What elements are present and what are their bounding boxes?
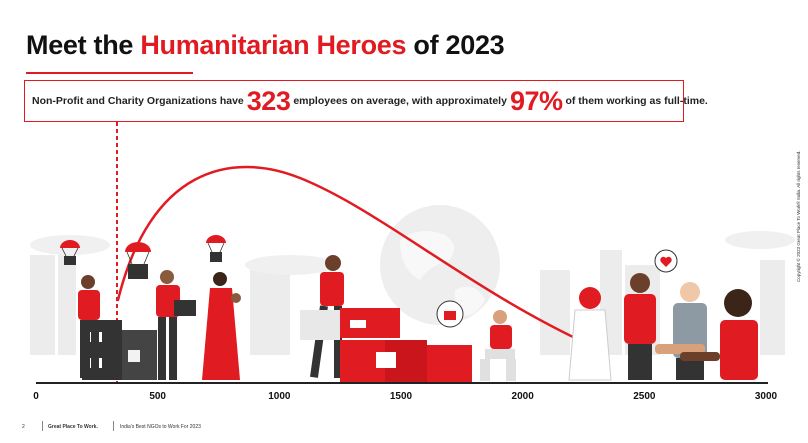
x-axis-tick-label: 1000	[268, 391, 291, 402]
parachute-crate-icon	[60, 240, 80, 265]
volunteer-figure	[673, 282, 707, 380]
volunteer-figure	[156, 270, 196, 380]
x-axis-tick-label: 2500	[633, 391, 656, 402]
aid-boxes	[300, 308, 472, 382]
distribution-curve	[116, 165, 592, 347]
title-underline	[26, 72, 193, 74]
stat-callout: Non-Profit and Charity Organizations hav…	[24, 80, 708, 122]
x-axis-tick-label: 3000	[754, 391, 778, 402]
parachute-crate-icon	[125, 242, 151, 279]
x-axis-tick-label: 500	[149, 391, 166, 402]
volunteer-figure	[568, 287, 612, 381]
heart-icon	[654, 249, 678, 273]
x-axis-tick-label: 0	[33, 391, 39, 402]
x-axis-tick-label: 2000	[511, 391, 534, 402]
x-axis-tick-label: 1500	[389, 391, 413, 402]
employees-value: 323	[246, 85, 291, 116]
volunteer-figure	[202, 272, 241, 380]
stat-text-3: of them working as full-time.	[565, 95, 708, 107]
title-suffix: of 2023	[406, 30, 505, 60]
volunteer-figure	[720, 289, 758, 380]
footer-divider	[42, 421, 43, 431]
parachute-crate-icon	[206, 235, 226, 262]
background-skyline	[30, 240, 785, 355]
page-number: 2	[22, 424, 25, 430]
volunteer-figure	[624, 273, 656, 380]
footer-brand: Great Place To Work.	[48, 424, 98, 430]
stat-text-1: Non-Profit and Charity Organizations hav…	[32, 95, 244, 107]
thumbs-up-icon	[436, 300, 464, 328]
handshake	[655, 344, 720, 361]
fulltime-value: 97%	[509, 85, 563, 116]
aid-boxes	[82, 320, 157, 380]
footer-report-title: India's Best NGOs to Work For 2023	[120, 424, 201, 430]
title-prefix: Meet the	[26, 30, 141, 60]
copyright-notice: Copyright © 2023 Great Place To Work® In…	[796, 150, 801, 282]
title-highlight: Humanitarian Heroes	[140, 30, 407, 60]
stat-text-2: employees on average, with approximately	[293, 95, 507, 107]
volunteer-figure	[78, 275, 100, 378]
page-title: Meet the Humanitarian Heroes of 2023	[26, 30, 505, 61]
volunteer-figure	[480, 310, 516, 381]
footer-divider	[113, 421, 114, 431]
